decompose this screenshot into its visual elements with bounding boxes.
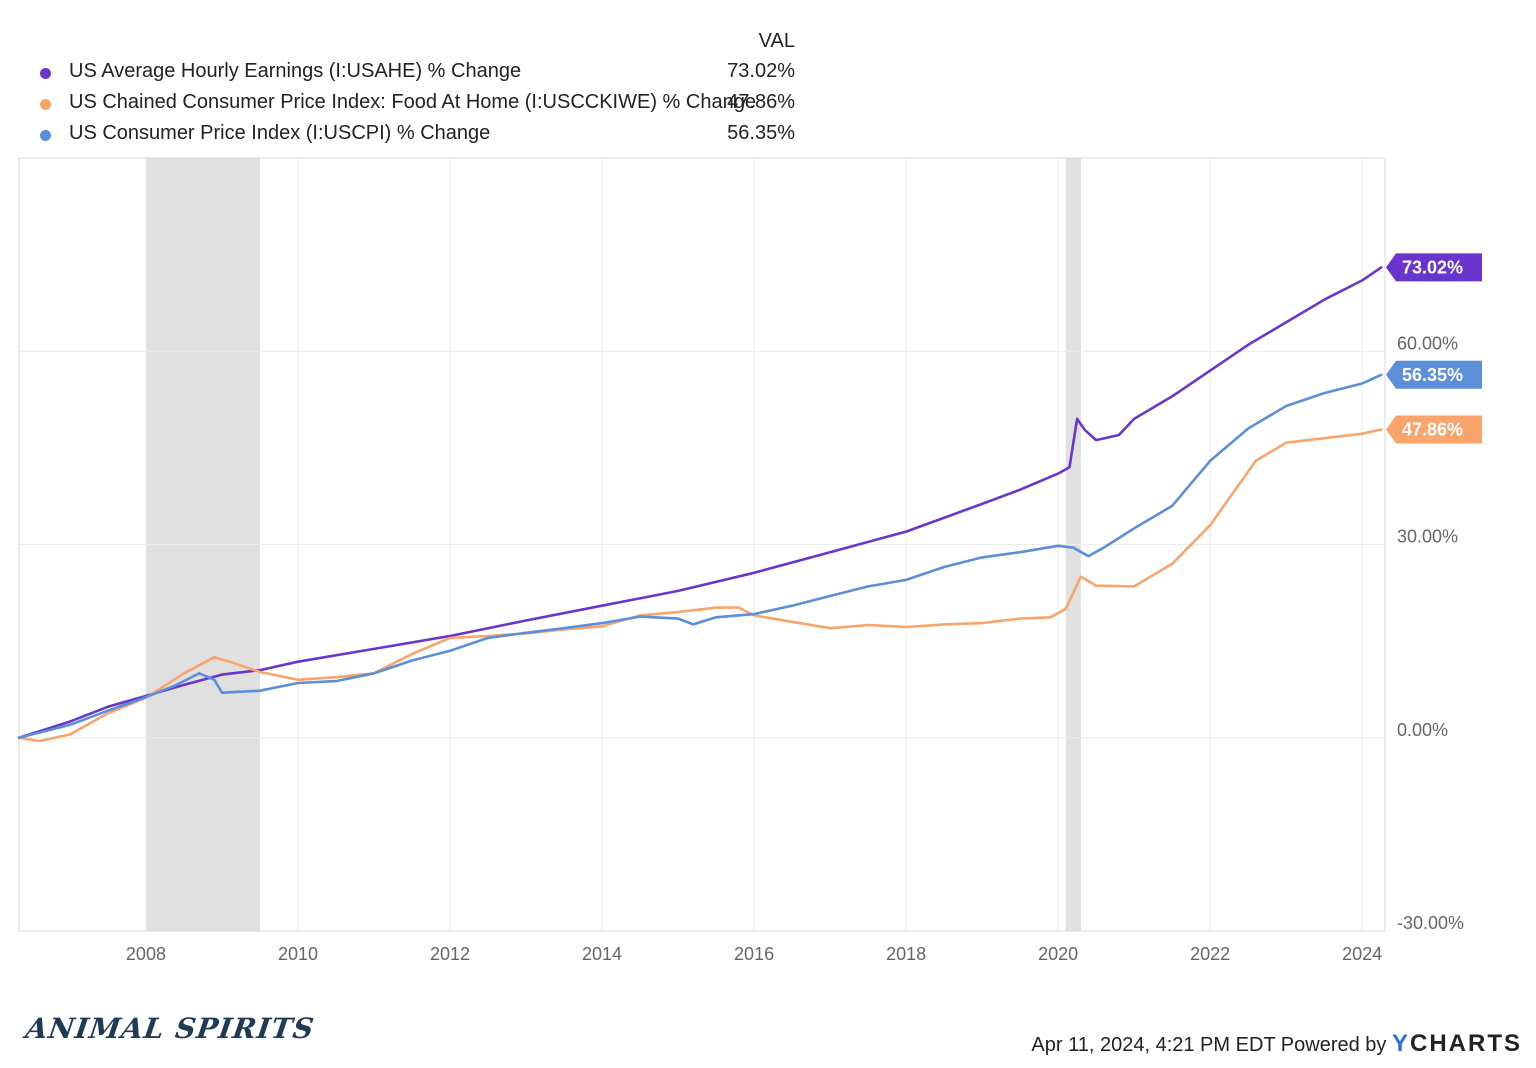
legend-item-value: 73.02% <box>727 60 795 82</box>
x-tick-label: 2016 <box>734 944 774 964</box>
end-label-flag <box>1386 253 1482 282</box>
legend-item[interactable]: US Average Hourly Earnings (I:USAHE) % C… <box>0 60 820 90</box>
end-label-flag <box>1386 415 1482 444</box>
line-chart: 60.00% 30.00% 0.00% -30.00% 2008 2010 2012 201… <box>17 157 1482 964</box>
chart-footer: Apr 11, 2024, 4:21 PM EDT Powered by YCH… <box>1031 1030 1522 1058</box>
legend-marker <box>40 130 51 141</box>
plot-area-frame <box>18 157 1386 932</box>
x-tick-label: 2012 <box>430 944 470 964</box>
end-value-label: 56.35% <box>1402 365 1463 385</box>
series-line <box>17 373 1383 740</box>
ycharts-logo-text: CHARTS <box>1410 1030 1522 1057</box>
x-tick-label: 2010 <box>278 944 318 964</box>
animal-spirits-logo: ANIMAL SPIRITS <box>23 1012 317 1045</box>
x-tick-label: 2020 <box>1038 944 1078 964</box>
end-value-label: 73.02% <box>1402 257 1463 277</box>
x-tick-label: 2024 <box>1342 944 1382 964</box>
end-value-label: 47.86% <box>1402 419 1463 439</box>
legend-value-header: VAL <box>758 30 795 52</box>
chart-timestamp: Apr 11, 2024, 4:21 PM EDT Powered by <box>1031 1034 1387 1056</box>
x-tick-label: 2014 <box>582 944 622 964</box>
x-tick-label: 2018 <box>886 944 926 964</box>
legend-item[interactable]: US Consumer Price Index (I:USCPI) % Chan… <box>0 122 820 152</box>
x-tick-label: 2008 <box>126 944 166 964</box>
ycharts-logo[interactable]: YCHARTS <box>1392 1030 1522 1057</box>
chart-series <box>17 266 1383 743</box>
y-tick-label: 60.00% <box>1397 333 1458 353</box>
y-tick-label: -30.00% <box>1397 913 1464 933</box>
x-axis: 2008 2010 2012 2014 2016 2018 2020 2022 2024 <box>126 944 1382 964</box>
chart-legend: VAL US Average Hourly Earnings (I:USAHE)… <box>0 0 820 160</box>
series-line <box>17 428 1383 743</box>
legend-item-value: 47.86% <box>727 91 795 113</box>
legend-marker <box>40 99 51 110</box>
y-tick-label: 30.00% <box>1397 527 1458 547</box>
end-label-flag <box>1386 360 1482 389</box>
series-line <box>17 266 1383 740</box>
legend-item-value: 56.35% <box>727 122 795 144</box>
legend-item-name: US Chained Consumer Price Index: Food At… <box>69 91 756 113</box>
y-axis: 60.00% 30.00% 0.00% -30.00% <box>1397 333 1464 933</box>
legend-marker <box>40 68 51 79</box>
ycharts-logo-y: Y <box>1391 1030 1410 1057</box>
series-end-labels: 73.02% 47.86% 56.35% <box>1386 253 1482 444</box>
legend-item-name: US Average Hourly Earnings (I:USAHE) % C… <box>69 60 522 82</box>
legend-item-name: US Consumer Price Index (I:USCPI) % Chan… <box>69 122 491 144</box>
legend-item[interactable]: US Chained Consumer Price Index: Food At… <box>0 91 820 121</box>
x-tick-label: 2022 <box>1190 944 1230 964</box>
y-tick-label: 0.00% <box>1397 720 1448 740</box>
